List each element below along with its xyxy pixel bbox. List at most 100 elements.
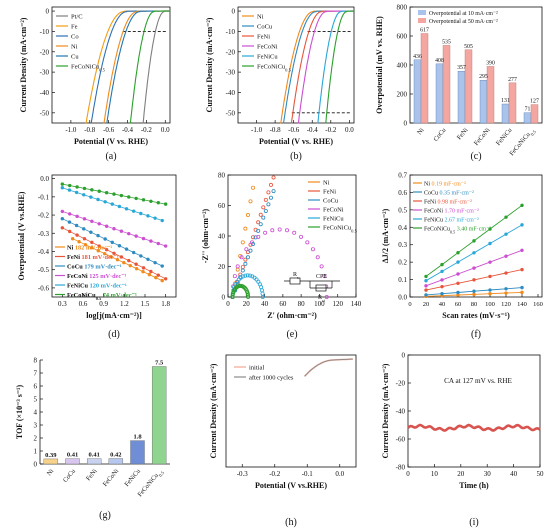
bar-50 <box>508 82 517 124</box>
x-tick-label: 120 <box>501 301 511 308</box>
y-tick-label: 0.4 <box>398 224 407 232</box>
y-tick-label: 7 <box>34 370 38 378</box>
curve-FeCoNiCu <box>325 10 354 124</box>
fit-line-FeCoNiCu <box>62 183 166 205</box>
data-point-Ni <box>243 226 248 231</box>
data-point-Ni <box>248 199 253 204</box>
data-point-FeNi <box>268 182 273 187</box>
data-point-FeNiCu <box>260 288 265 293</box>
data-point-FeCoNi <box>244 247 249 252</box>
panel-label-(b): (b) <box>290 151 302 162</box>
panel-b: -1.0 -0.8 -0.6 -0.4 -0.2 0.0 0 -10 -20 -30 -40 -50 P… <box>205 6 355 146</box>
x-axis-label: Potential (V vs. RHE) <box>259 137 333 146</box>
data-point-FeCoNiCu <box>241 285 246 290</box>
data-point-FeCoNi <box>322 274 327 279</box>
data-point-FeNiCu <box>504 232 508 236</box>
legend-label: FeNi 181 mV·dec⁻¹ <box>67 254 119 261</box>
bar-10 <box>523 112 532 124</box>
data-point-FeCoNiCu <box>504 215 508 219</box>
panel-label-(e): (e) <box>286 329 297 340</box>
panel-h: -0.3 -0.2 -0.1 0.0 Potential (V vs.RHE) Curre… <box>209 354 357 490</box>
bar-value-label: 131 <box>501 98 510 104</box>
x-tick-label: 1.8 <box>161 300 170 308</box>
legend-label: FeNiCu 2.67 mF·cm⁻² <box>424 218 479 224</box>
data-point-FeNiCu <box>424 279 428 283</box>
y-tick-label: 0 <box>46 8 50 16</box>
x-tick-label: 100 <box>314 300 325 308</box>
data-point-FeCoNi <box>488 260 492 264</box>
data-point-FeNiCu <box>259 285 264 290</box>
data-point-FeCoNi <box>235 264 240 269</box>
x-tick-label: -0.4 <box>307 126 319 134</box>
data-point-Ni <box>456 293 460 297</box>
x-tick-label: 0 <box>406 470 410 478</box>
data-point-Ni <box>251 185 256 190</box>
data-point-CoCu <box>243 261 248 266</box>
data-point-FeCoNiCu <box>472 239 476 243</box>
data-point-CoCu <box>472 289 476 293</box>
panel-label-(c): (c) <box>470 151 481 162</box>
data-point-FeCoNi <box>310 247 315 252</box>
data-point-FeNi <box>240 265 245 270</box>
y-tick-label: 0.0 <box>40 175 49 183</box>
x-tick-label: -0.2 <box>325 126 337 134</box>
data-point-FeCoNi <box>270 228 275 233</box>
plot-frame <box>51 6 171 124</box>
y-tick-label: 80 <box>218 172 226 180</box>
x-tick-label: 40 <box>439 301 446 308</box>
y-tick-label: -0.3 <box>38 230 50 238</box>
y-axis-label: -Z'' (ohm·cm⁻²) <box>201 208 210 263</box>
curve-Pt/C <box>142 10 170 124</box>
data-point-FeNi <box>261 205 266 210</box>
x-axis-label: Scan rates (mV·s⁻¹) <box>442 311 510 320</box>
y-axis-label: Current Density (mA·cm⁻²) <box>381 363 390 458</box>
data-point-CoCu <box>261 215 266 220</box>
bar-value-label: 436 <box>413 54 422 60</box>
x-category-label: FeCoNi <box>102 468 121 488</box>
x-tick-label: 40 <box>510 470 518 478</box>
legend-label: FeCoNiCu0.5 <box>257 64 292 73</box>
y-tick-label: 2 <box>34 435 38 443</box>
y-tick-label: -40 <box>396 408 406 416</box>
legend-label: FeNiCu <box>257 54 278 61</box>
panel-i: 0 10 20 30 40 50 0 -20 -40 -60 -80 Time (h) Current … <box>381 352 544 491</box>
data-point-FeCoNiCu <box>456 251 460 255</box>
panel-label-(i): (i) <box>469 517 478 528</box>
y-tick-label: -0.5 <box>38 266 50 274</box>
x-tick-label: -0.6 <box>103 126 115 134</box>
x-axis-label: log[j(mA·cm⁻²)] <box>86 311 142 320</box>
data-point-FeNi <box>488 274 492 279</box>
fit-line-FeNi <box>62 227 166 280</box>
bar-tof <box>130 440 145 465</box>
data-point-Ni <box>245 213 250 218</box>
x-tick-label: 0 <box>408 301 411 308</box>
y-tick-label: 0.5 <box>398 206 407 214</box>
legend-label: FeCoNiCu0.5 <box>323 225 358 234</box>
data-point-CoCu <box>263 208 268 213</box>
data-point-CoCu <box>520 285 524 290</box>
x-tick-label: 20 <box>423 301 430 308</box>
legend-label: FeCoNiCu0.5 3.40 mF·cm⁻² <box>424 227 491 235</box>
x-tick-label: -0.3 <box>237 470 249 478</box>
data-point-FeNi <box>424 288 428 292</box>
y-tick-label: 0 <box>402 352 406 360</box>
x-tick-label: 0 <box>226 300 230 308</box>
fit-line-CoCu <box>62 218 163 267</box>
y-tick-label: -10 <box>226 28 236 36</box>
y-axis-label: Overpotential (mV vs. RHE) <box>375 16 384 114</box>
panel-g: 0 1 2 3 4 5 6 7 8 TOF (×10⁻³ s⁻¹) 0.39 Ni 0.41 CoCu 0.… <box>15 357 170 499</box>
legend-label: FeCoNi <box>323 207 344 214</box>
x-category-label: Ni <box>46 468 56 478</box>
bar-tof <box>65 458 80 465</box>
annotation-label: CA at 127 mV vs. RHE <box>444 377 512 385</box>
panel-label-(f): (f) <box>471 329 481 340</box>
bar-50 <box>464 49 473 124</box>
plot-frame <box>237 6 355 124</box>
curve-FeNiCu <box>317 10 354 124</box>
data-point-CoCu <box>240 268 245 273</box>
data-point-FeNiCu <box>260 291 265 296</box>
data-point-CoCu <box>424 293 428 297</box>
bar-value-label: 7.5 <box>155 360 164 367</box>
data-point-FeNiCu <box>248 273 253 278</box>
bar-10 <box>413 59 422 124</box>
